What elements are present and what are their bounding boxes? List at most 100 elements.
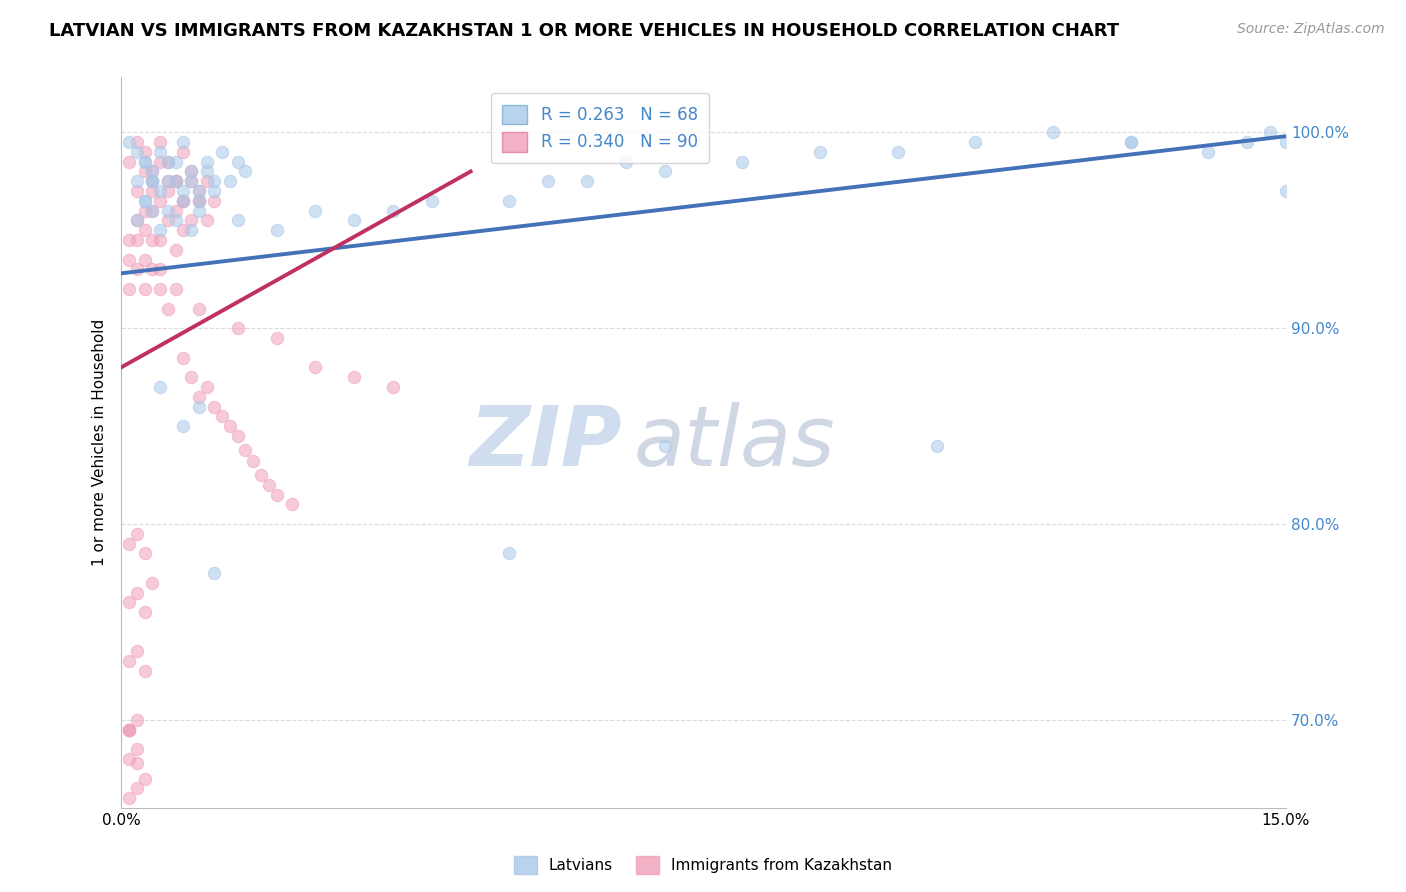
Point — [134, 546, 156, 560]
Point — [118, 723, 141, 737]
Point — [134, 203, 156, 218]
Point — [165, 174, 187, 188]
Point — [141, 174, 163, 188]
Point — [125, 174, 148, 188]
Point — [134, 145, 156, 159]
Point — [498, 546, 520, 560]
Legend: R = 0.263   N = 68, R = 0.340   N = 90: R = 0.263 N = 68, R = 0.340 N = 90 — [491, 93, 710, 163]
Point — [576, 174, 599, 188]
Point — [235, 164, 257, 178]
Point — [125, 135, 148, 149]
Point — [118, 723, 141, 737]
Point — [1275, 135, 1298, 149]
Text: Source: ZipAtlas.com: Source: ZipAtlas.com — [1237, 22, 1385, 37]
Point — [118, 282, 141, 296]
Point — [149, 194, 172, 208]
Point — [219, 419, 242, 434]
Point — [886, 145, 908, 159]
Point — [382, 380, 405, 394]
Point — [118, 791, 141, 805]
Point — [420, 194, 443, 208]
Point — [141, 174, 163, 188]
Point — [172, 135, 194, 149]
Point — [202, 566, 225, 580]
Point — [226, 429, 249, 443]
Point — [498, 194, 520, 208]
Point — [118, 252, 141, 267]
Point — [187, 203, 209, 218]
Point — [304, 203, 326, 218]
Point — [149, 380, 172, 394]
Point — [149, 145, 172, 159]
Point — [187, 184, 209, 198]
Point — [149, 154, 172, 169]
Point — [180, 164, 202, 178]
Point — [149, 282, 172, 296]
Point — [266, 488, 288, 502]
Point — [180, 174, 202, 188]
Point — [156, 184, 179, 198]
Point — [1275, 184, 1298, 198]
Text: atlas: atlas — [634, 402, 835, 483]
Point — [125, 262, 148, 277]
Point — [125, 585, 148, 599]
Point — [266, 223, 288, 237]
Point — [118, 233, 141, 247]
Point — [1119, 135, 1142, 149]
Point — [118, 752, 141, 766]
Point — [125, 184, 148, 198]
Text: LATVIAN VS IMMIGRANTS FROM KAZAKHSTAN 1 OR MORE VEHICLES IN HOUSEHOLD CORRELATIO: LATVIAN VS IMMIGRANTS FROM KAZAKHSTAN 1 … — [49, 22, 1119, 40]
Point — [202, 174, 225, 188]
Point — [187, 194, 209, 208]
Point — [125, 644, 148, 658]
Point — [195, 380, 218, 394]
Point — [156, 174, 179, 188]
Point — [925, 439, 948, 453]
Point — [134, 223, 156, 237]
Point — [156, 213, 179, 227]
Point — [304, 360, 326, 375]
Point — [125, 213, 148, 227]
Point — [134, 664, 156, 678]
Point — [195, 154, 218, 169]
Point — [180, 213, 202, 227]
Point — [118, 654, 141, 668]
Point — [1236, 135, 1258, 149]
Point — [187, 194, 209, 208]
Point — [343, 213, 366, 227]
Point — [125, 742, 148, 756]
Point — [149, 184, 172, 198]
Point — [156, 154, 179, 169]
Point — [226, 213, 249, 227]
Point — [226, 154, 249, 169]
Point — [1197, 145, 1219, 159]
Point — [808, 145, 831, 159]
Point — [125, 233, 148, 247]
Point — [149, 233, 172, 247]
Point — [1260, 125, 1282, 139]
Point — [172, 194, 194, 208]
Point — [149, 135, 172, 149]
Point — [134, 772, 156, 786]
Point — [118, 595, 141, 609]
Point — [187, 390, 209, 404]
Point — [165, 154, 187, 169]
Point — [202, 184, 225, 198]
Point — [156, 301, 179, 316]
Point — [654, 439, 676, 453]
Point — [134, 154, 156, 169]
Point — [134, 194, 156, 208]
Point — [125, 756, 148, 770]
Point — [195, 164, 218, 178]
Point — [118, 723, 141, 737]
Point — [382, 203, 405, 218]
Point — [219, 174, 242, 188]
Point — [165, 213, 187, 227]
Point — [141, 203, 163, 218]
Point — [141, 233, 163, 247]
Point — [156, 154, 179, 169]
Point — [118, 536, 141, 550]
Point — [242, 454, 264, 468]
Point — [211, 145, 233, 159]
Legend: Latvians, Immigrants from Kazakhstan: Latvians, Immigrants from Kazakhstan — [508, 850, 898, 880]
